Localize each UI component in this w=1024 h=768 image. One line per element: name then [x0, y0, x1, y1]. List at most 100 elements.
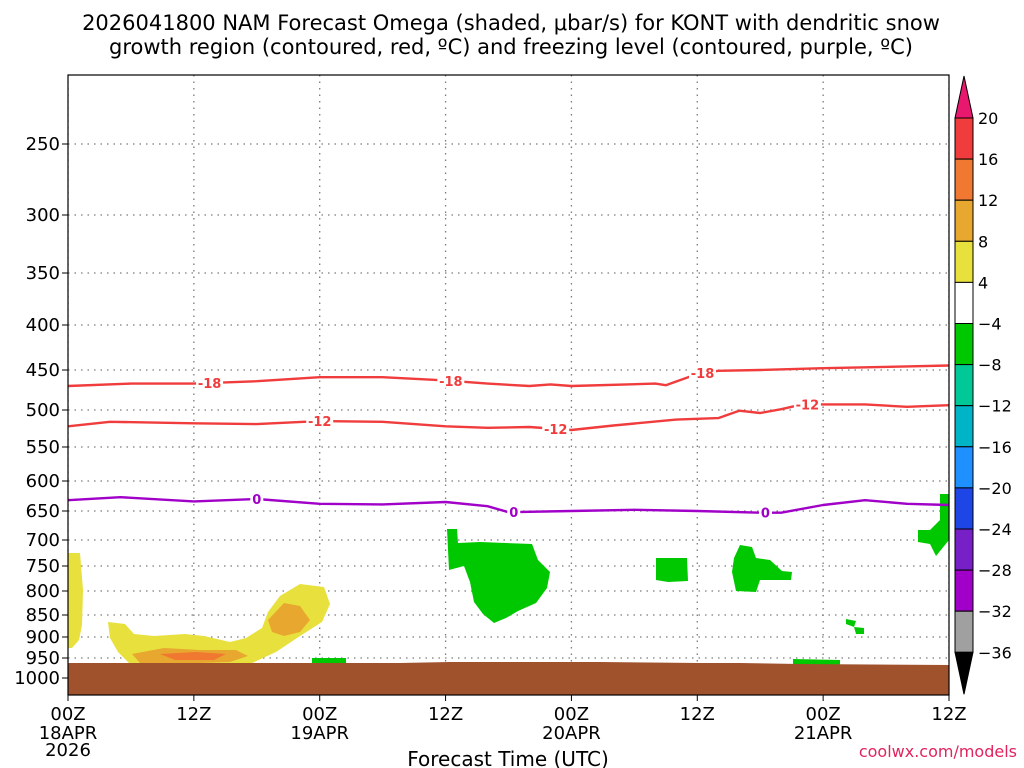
x-tick-label-h72: 00Z	[806, 704, 841, 725]
contour-label-2-0: 0	[252, 493, 261, 508]
colorbar-label-2: 12	[978, 191, 998, 210]
y-tick-label-800: 800	[26, 581, 60, 602]
omega-region-orange-upper	[268, 603, 310, 636]
credit-text: coolwx.com/models	[859, 742, 1017, 761]
colorbar-swatch-7	[954, 364, 974, 407]
chart-title-line-1: 2026041800 NAM Forecast Omega (shaded, μ…	[82, 11, 940, 35]
colorbar-swatch-3	[954, 199, 974, 242]
colorbar-label-3: 8	[978, 232, 988, 251]
colorbar-arrow-bottom	[954, 651, 974, 695]
contour-line-0	[68, 364, 949, 388]
contour-label-bg-0-1	[437, 373, 465, 388]
contour-label-bg-1-1	[542, 421, 570, 436]
contour-label-2-2: 0	[761, 507, 770, 522]
x-year-label-h0: 2026	[45, 740, 91, 761]
colorbar-swatch-2	[954, 158, 974, 201]
colorbar: 20 16 12 8 4 −4 −8 −12 −16 −20 −24 −28 −32 −36	[954, 75, 1012, 695]
x-tick-label-h24: 00Z	[302, 704, 337, 725]
omega-region-green-right-1	[656, 558, 688, 582]
y-tick-label-950: 950	[26, 648, 60, 669]
chart-title-line-2: growth region (contoured, red, ºC) and f…	[109, 35, 913, 59]
contour-label-1-1: -12	[544, 423, 568, 438]
y-tick-label-450: 450	[26, 360, 60, 381]
colorbar-label-11: −28	[978, 561, 1012, 580]
colorbar-swatch-11	[954, 528, 974, 571]
y-tick-label-350: 350	[26, 263, 60, 284]
omega-region-darkorange-core	[160, 652, 226, 660]
y-tick-label-600: 600	[26, 471, 60, 492]
colorbar-swatch-5	[954, 281, 974, 324]
contour-label-bg-0-2	[689, 366, 717, 381]
y-axis: 2503003504004505005506006507007508008509…	[14, 134, 68, 689]
contour-label-bg-2-2	[758, 505, 772, 520]
contour-label-bg-0-0	[196, 376, 224, 390]
plot-frame	[67, 74, 950, 696]
contour-label-1-2: -12	[796, 398, 820, 413]
contour-label-0-0: -18	[198, 377, 222, 392]
x-tick-label-h0: 00Z	[50, 704, 85, 725]
contour-label-2-1: 0	[509, 506, 518, 521]
colorbar-label-5: −4	[978, 315, 1002, 334]
colorbar-label-4: 4	[978, 273, 988, 292]
x-date-label-h0: 18APR	[39, 723, 98, 744]
colorbar-swatch-6	[954, 323, 974, 366]
y-tick-label-900: 900	[26, 627, 60, 648]
x-date-label-h48: 20APR	[542, 723, 601, 744]
x-axis-label: Forecast Time (UTC)	[407, 747, 609, 768]
colorbar-label-1: 16	[978, 150, 998, 169]
y-tick-label-400: 400	[26, 315, 60, 336]
contour-line-2	[68, 496, 949, 514]
colorbar-swatch-4	[954, 240, 974, 283]
y-tick-label-250: 250	[26, 134, 60, 155]
colorbar-swatch-8	[954, 405, 974, 448]
contour-label-1-0: -12	[308, 415, 332, 430]
x-date-label-h24: 19APR	[290, 723, 349, 744]
x-tick-label-h60: 12Z	[680, 704, 715, 725]
y-tick-label-850: 850	[26, 605, 60, 626]
y-tick-label-650: 650	[26, 501, 60, 522]
y-tick-label-700: 700	[26, 530, 60, 551]
omega-region-green-small-2	[312, 658, 346, 664]
contour-label-0-1: -18	[439, 375, 463, 390]
colorbar-label-0: 20	[978, 109, 998, 128]
omega-region-green-small-1	[846, 619, 864, 634]
colorbar-label-7: −12	[978, 397, 1012, 416]
colorbar-label-10: −24	[978, 520, 1012, 539]
x-tick-label-h36: 12Z	[428, 704, 463, 725]
colorbar-label-12: −32	[978, 602, 1012, 621]
colorbar-label-6: −8	[978, 356, 1002, 375]
colorbar-swatch-12	[954, 569, 974, 612]
x-tick-label-h48: 00Z	[554, 704, 589, 725]
x-date-label-h72: 21APR	[794, 723, 853, 744]
contour-label-0-2: -18	[691, 367, 715, 382]
omega-region-green-edge	[918, 494, 949, 556]
y-tick-label-500: 500	[26, 400, 60, 421]
contour-label-bg-2-1	[507, 505, 521, 520]
colorbar-arrow-top	[954, 75, 974, 119]
omega-region-green-right-2	[732, 545, 792, 592]
contour-layer: -18 -18 -18 -12 -12 -12 0 0 0	[68, 364, 949, 522]
colorbar-swatch-13	[954, 610, 974, 653]
colorbar-swatch-9	[954, 446, 974, 489]
omega-region-yellow-low	[68, 553, 330, 666]
terrain-below-ground	[68, 662, 949, 695]
omega-region-green-center	[447, 529, 550, 623]
contour-label-bg-1-0	[306, 414, 334, 429]
colorbar-label-8: −16	[978, 438, 1012, 457]
omega-region-green-small-3	[793, 659, 840, 665]
y-tick-label-300: 300	[26, 205, 60, 226]
x-tick-label-h84: 12Z	[931, 704, 966, 725]
contour-label-bg-2-0	[250, 492, 264, 506]
colorbar-label-9: −20	[978, 479, 1012, 498]
y-tick-label-1000: 1000	[14, 668, 60, 689]
colorbar-swatch-1	[954, 117, 974, 160]
y-tick-label-550: 550	[26, 437, 60, 458]
colorbar-swatch-10	[954, 487, 974, 530]
y-tick-label-750: 750	[26, 556, 60, 577]
x-tick-label-h12: 12Z	[176, 704, 211, 725]
colorbar-label-13: −36	[978, 643, 1012, 662]
contour-label-bg-1-2	[793, 397, 821, 412]
plot-area: -18 -18 -18 -12 -12 -12 0 0 0	[68, 75, 949, 695]
